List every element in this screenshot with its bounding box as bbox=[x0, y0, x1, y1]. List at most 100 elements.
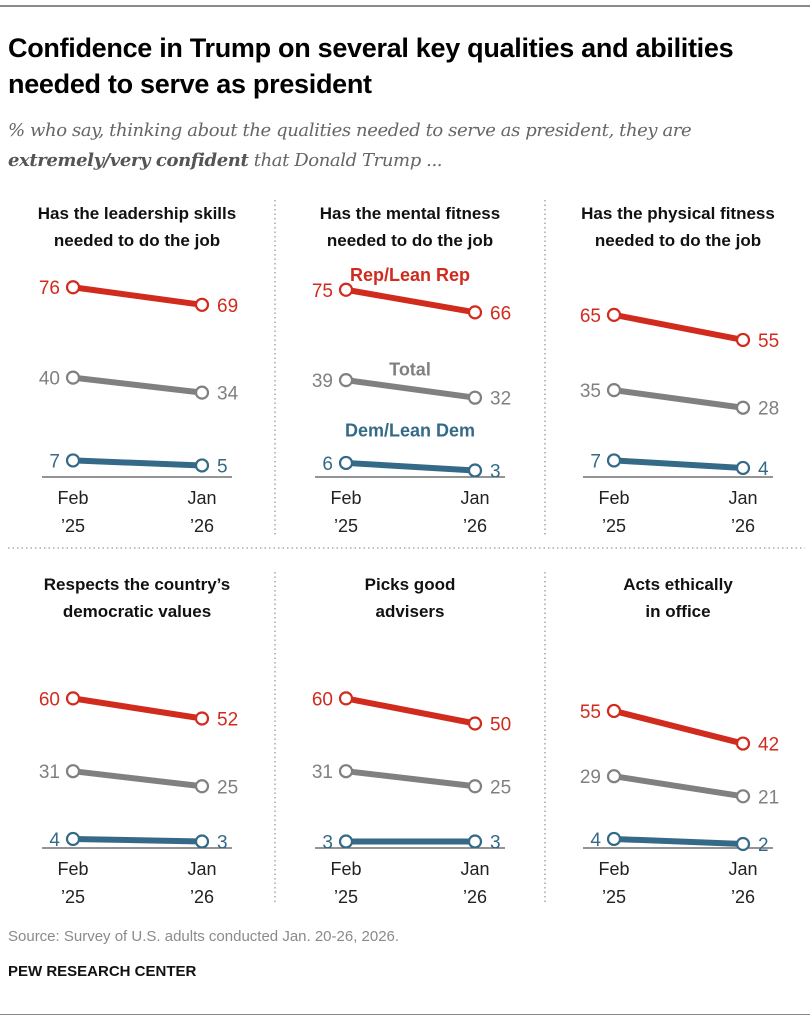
rep-data-label: 42 bbox=[758, 735, 779, 756]
dem-data-point bbox=[735, 460, 751, 476]
total-data-point bbox=[338, 373, 354, 388]
total-data-point bbox=[467, 779, 483, 794]
total-data-point bbox=[606, 769, 622, 784]
x-tick-label: Feb bbox=[598, 488, 629, 508]
x-tick-label: Jan bbox=[460, 859, 489, 879]
x-tick-label: ’25 bbox=[61, 887, 85, 907]
bottom-rule bbox=[0, 1014, 810, 1015]
panel-title-line: Has the mental fitness bbox=[319, 204, 501, 223]
panel-title-line: needed to do the job bbox=[326, 231, 494, 250]
x-tick-label: Jan bbox=[728, 859, 757, 879]
total-data-label: 29 bbox=[580, 767, 601, 788]
x-tick-label: ’26 bbox=[463, 887, 487, 907]
dem-data-label: 4 bbox=[49, 830, 60, 851]
rep-data-label: 60 bbox=[39, 689, 60, 710]
dem-data-point bbox=[65, 831, 81, 847]
dem-series-line bbox=[613, 835, 744, 847]
panel-title-line: in office bbox=[645, 602, 711, 621]
dem-series-line bbox=[613, 457, 744, 471]
panel-title-line: Has the leadership skills bbox=[37, 204, 237, 223]
dem-data-label: 3 bbox=[322, 832, 333, 853]
rep-series-line bbox=[345, 286, 476, 316]
subtitle-suffix: that Donald Trump ... bbox=[253, 150, 443, 171]
total-series-line bbox=[613, 387, 744, 411]
dem-data-point bbox=[606, 453, 622, 468]
dem-series-line bbox=[72, 457, 203, 469]
x-tick-label: ’25 bbox=[61, 516, 85, 536]
dem-data-label: 5 bbox=[217, 456, 228, 477]
dem-data-point bbox=[194, 458, 210, 473]
rep-data-label: 69 bbox=[217, 296, 238, 317]
subtitle-emphasis: extremely/very confident bbox=[8, 150, 249, 171]
panel-5: Feb ’25 Jan ’26 3 3 31 25 60 50 bbox=[312, 689, 511, 907]
rep-data-point bbox=[467, 305, 483, 320]
panel-title: Has the leadership skills needed to do th… bbox=[7, 200, 267, 254]
rep-data-point bbox=[606, 703, 622, 719]
rep-data-point bbox=[338, 282, 354, 297]
x-tick-label: ’26 bbox=[190, 516, 214, 536]
rep-data-point bbox=[735, 736, 751, 751]
total-data-point bbox=[65, 764, 81, 779]
total-data-label: 31 bbox=[312, 762, 333, 783]
dem-data-label: 2 bbox=[758, 835, 769, 856]
dem-data-point bbox=[606, 831, 622, 847]
x-tick-label: Feb bbox=[57, 488, 88, 508]
total-data-point bbox=[65, 370, 81, 385]
total-data-label: 34 bbox=[217, 384, 239, 405]
panel-3: Feb ’25 Jan ’26 7 4 35 28 65 55 bbox=[580, 306, 779, 536]
rep-data-point bbox=[65, 691, 81, 706]
rep-data-label: 65 bbox=[580, 306, 601, 327]
rep-legend-label: Rep/Lean Rep bbox=[350, 265, 470, 285]
panel-title: Has the mental fitness needed to do the j… bbox=[280, 200, 540, 254]
total-data-point bbox=[606, 383, 622, 398]
rep-data-point bbox=[194, 711, 210, 726]
total-data-label: 25 bbox=[490, 777, 511, 798]
total-data-label: 40 bbox=[39, 369, 60, 390]
rep-data-label: 76 bbox=[39, 278, 60, 299]
panel-title-line: Acts ethically bbox=[623, 575, 733, 594]
dem-data-point bbox=[467, 463, 483, 478]
panel-title-line: needed to do the job bbox=[594, 231, 762, 250]
dem-data-label: 7 bbox=[49, 451, 60, 472]
dem-series-line bbox=[345, 459, 476, 474]
dem-data-point bbox=[735, 836, 751, 852]
dem-data-point bbox=[194, 834, 210, 849]
x-tick-label: Feb bbox=[598, 859, 629, 879]
x-tick-label: Feb bbox=[330, 859, 361, 879]
dem-data-point bbox=[467, 834, 483, 849]
x-tick-label: ’25 bbox=[334, 887, 358, 907]
brand-logo-text: PEW RESEARCH CENTER bbox=[8, 963, 197, 980]
x-tick-label: ’26 bbox=[463, 516, 487, 536]
total-data-label: 32 bbox=[490, 389, 511, 410]
total-data-point bbox=[735, 400, 751, 415]
panel-title-line: needed to do the job bbox=[53, 231, 221, 250]
source-note: Source: Survey of U.S. adults conducted … bbox=[8, 928, 400, 945]
total-series-line bbox=[345, 377, 476, 401]
dem-data-label: 4 bbox=[758, 459, 769, 480]
x-tick-label: ’25 bbox=[602, 887, 626, 907]
total-series-line bbox=[72, 768, 203, 790]
rep-series-line bbox=[72, 695, 203, 722]
rep-data-point bbox=[606, 307, 622, 322]
total-data-label: 25 bbox=[217, 777, 238, 798]
rep-data-label: 55 bbox=[758, 331, 779, 352]
dem-series-line bbox=[72, 835, 203, 845]
x-tick-label: ’26 bbox=[731, 887, 755, 907]
dem-data-label: 3 bbox=[217, 832, 228, 853]
dem-data-label: 7 bbox=[590, 451, 601, 472]
dem-data-label: 6 bbox=[322, 454, 333, 475]
subtitle-prefix: % who say, thinking about the qualities … bbox=[8, 120, 692, 141]
rep-data-label: 75 bbox=[312, 281, 333, 302]
rep-data-point bbox=[735, 332, 751, 348]
x-tick-label: ’25 bbox=[602, 516, 626, 536]
total-series-line bbox=[72, 374, 203, 396]
total-series-line bbox=[345, 768, 476, 790]
panel-title-line: Respects the country’s bbox=[43, 575, 231, 594]
total-data-label: 39 bbox=[312, 371, 333, 392]
x-tick-label: Feb bbox=[57, 859, 88, 879]
x-tick-label: Jan bbox=[460, 488, 489, 508]
top-rule bbox=[0, 5, 810, 7]
panel-title-line: democratic values bbox=[62, 602, 212, 621]
